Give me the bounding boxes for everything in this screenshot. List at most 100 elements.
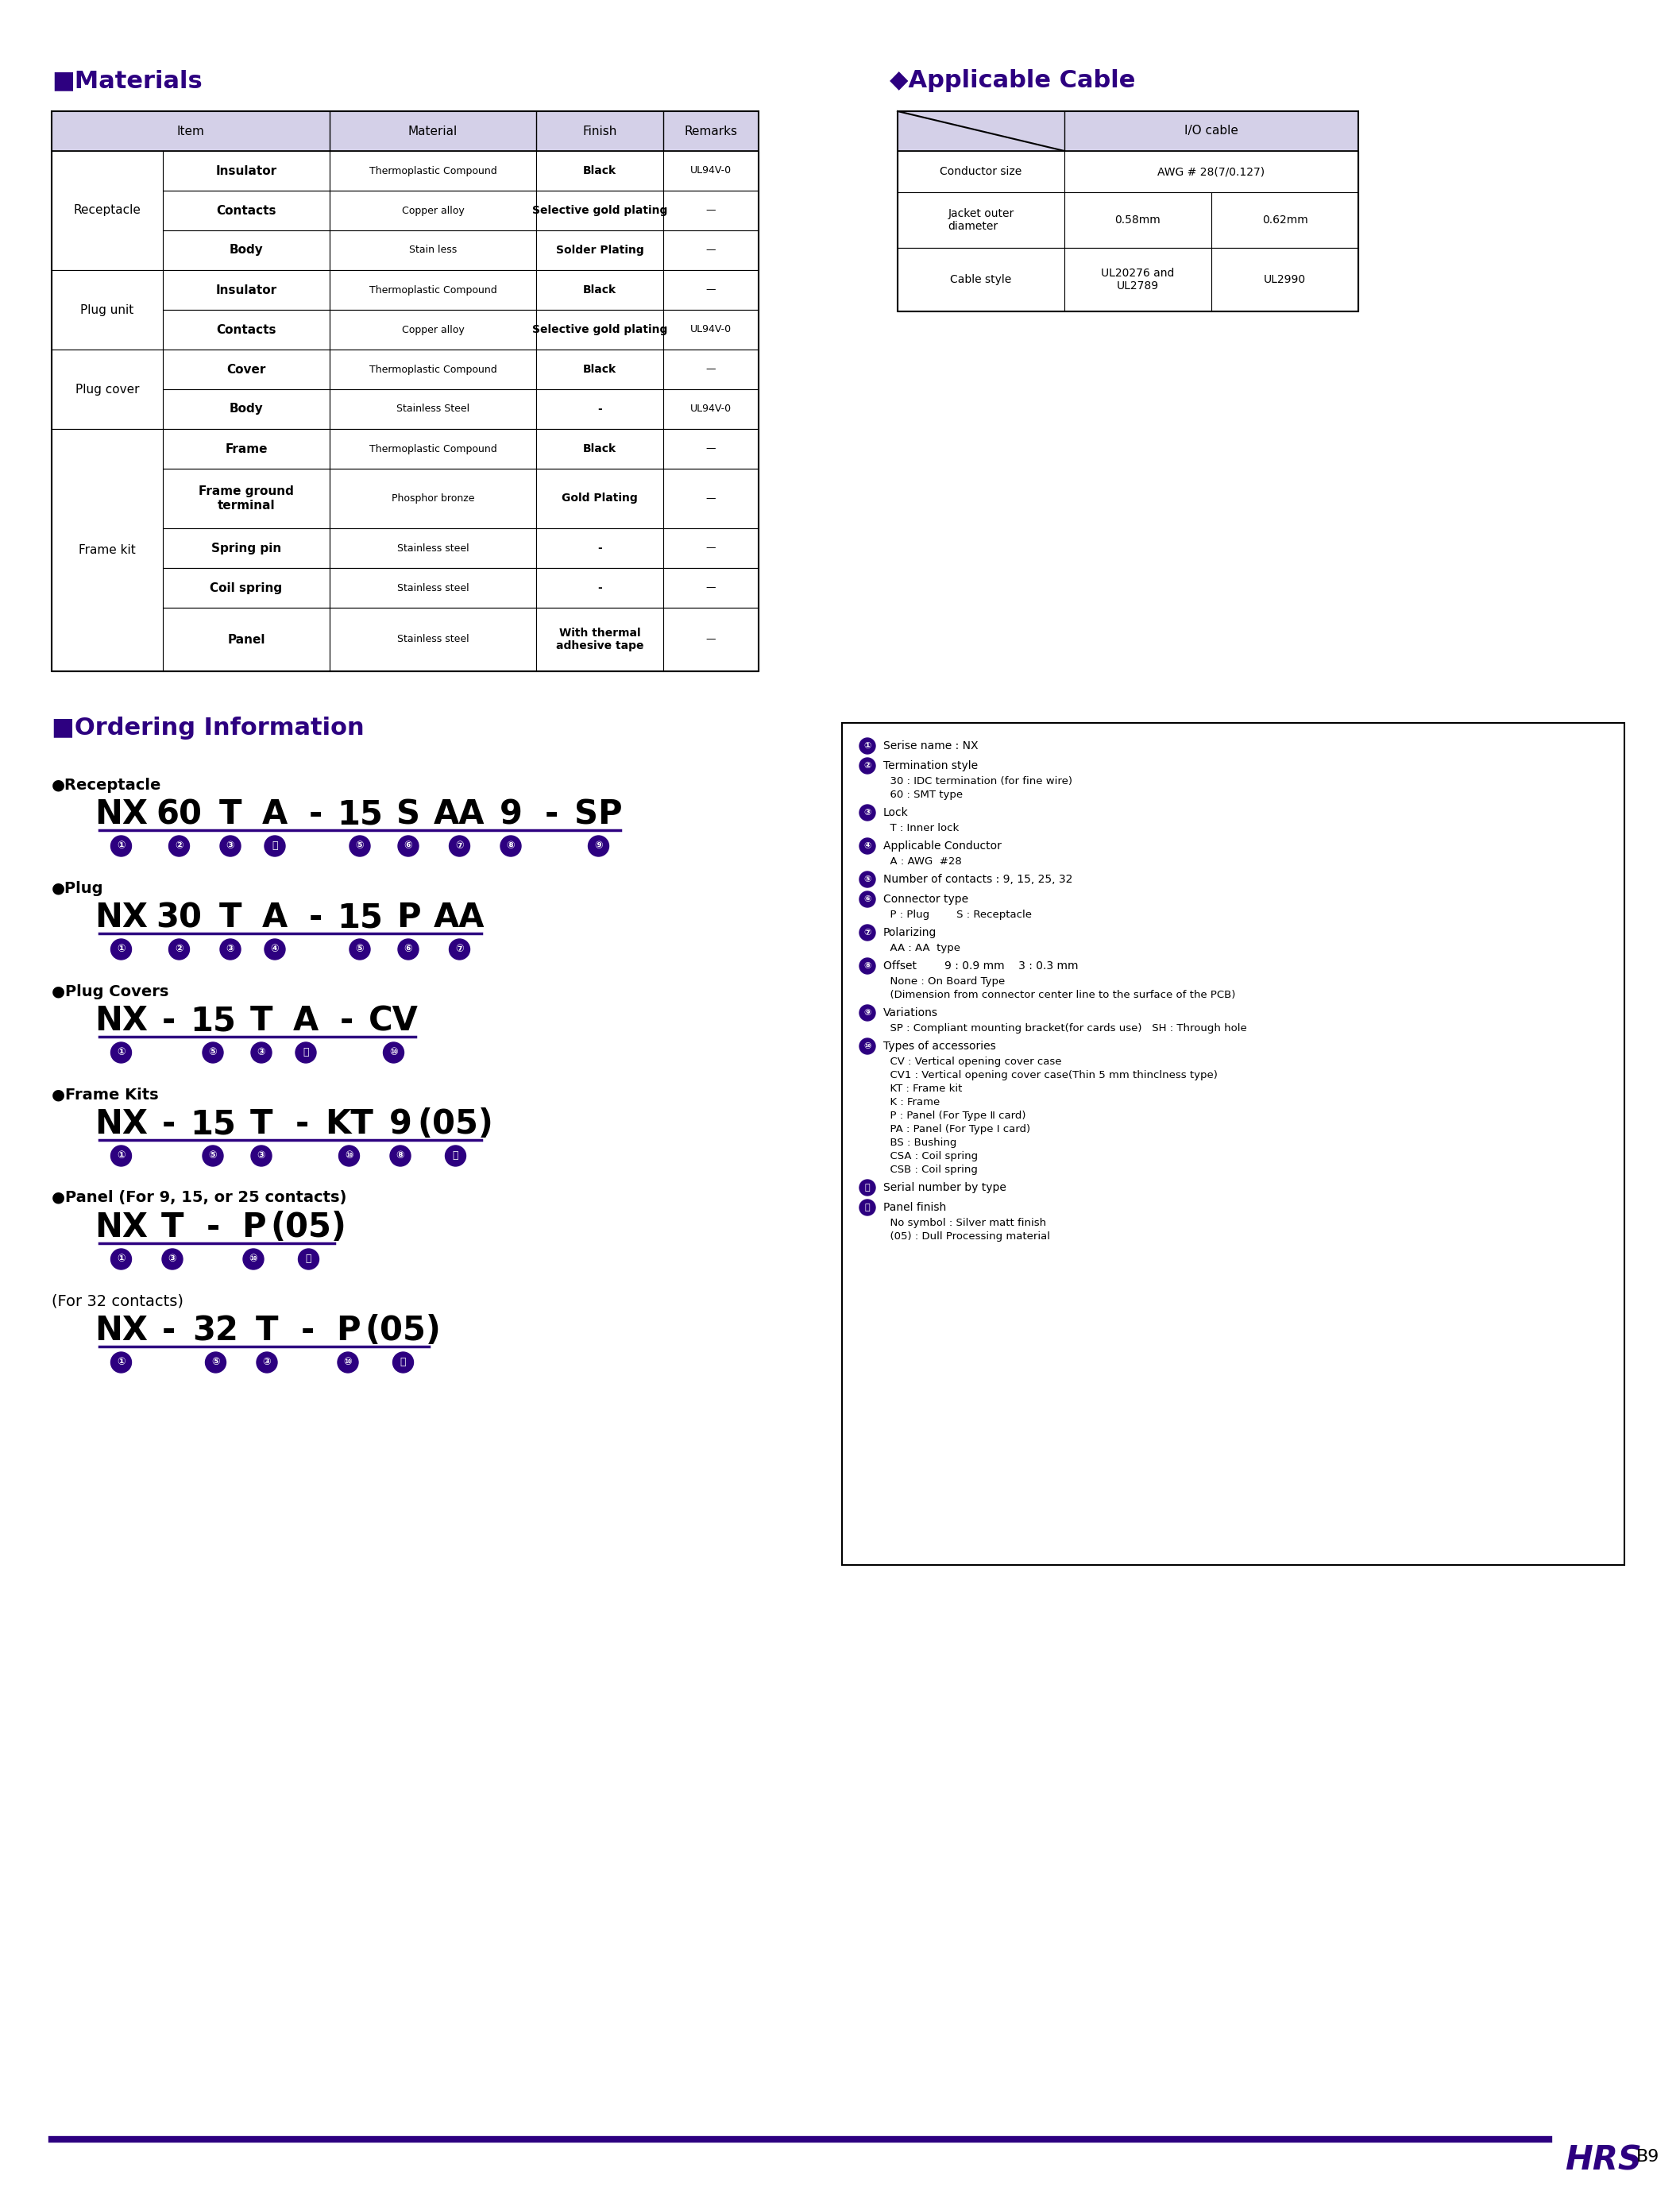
Text: Frame ground
terminal: Frame ground terminal bbox=[198, 486, 294, 512]
Text: —: — bbox=[706, 444, 716, 455]
Circle shape bbox=[393, 1352, 413, 1373]
Text: Receptacle: Receptacle bbox=[74, 206, 141, 217]
Circle shape bbox=[860, 737, 875, 755]
Circle shape bbox=[220, 835, 240, 857]
Bar bbox=[664, 569, 759, 608]
Circle shape bbox=[264, 835, 286, 857]
Text: Thermoplastic Compound: Thermoplastic Compound bbox=[370, 444, 497, 455]
Text: ●Panel (For 9, 15, or 25 contacts): ●Panel (For 9, 15, or 25 contacts) bbox=[52, 1190, 346, 1205]
Text: ■Ordering Information: ■Ordering Information bbox=[52, 717, 365, 739]
Circle shape bbox=[111, 938, 131, 960]
Text: ⑧: ⑧ bbox=[864, 962, 872, 971]
Circle shape bbox=[203, 1146, 223, 1166]
Text: (For 32 contacts): (For 32 contacts) bbox=[52, 1295, 183, 1308]
Text: Connector type: Connector type bbox=[884, 894, 968, 905]
Text: -: - bbox=[161, 1004, 175, 1037]
Text: —: — bbox=[706, 365, 716, 374]
Circle shape bbox=[296, 1043, 316, 1063]
Text: ⑪: ⑪ bbox=[302, 1048, 309, 1059]
Text: ③: ③ bbox=[168, 1253, 176, 1264]
Text: T: T bbox=[250, 1107, 272, 1142]
Text: ③: ③ bbox=[257, 1048, 265, 1059]
Text: ③: ③ bbox=[262, 1358, 270, 1367]
Text: KT : Frame kit: KT : Frame kit bbox=[884, 1083, 963, 1094]
Text: P : Panel (For Type Ⅱ card): P : Panel (For Type Ⅱ card) bbox=[884, 1111, 1026, 1122]
Text: UL94V-0: UL94V-0 bbox=[690, 405, 731, 413]
Text: SP : Compliant mounting bracket(for cards use)   SH : Through hole: SP : Compliant mounting bracket(for card… bbox=[884, 1024, 1247, 1034]
Text: Black: Black bbox=[583, 166, 617, 177]
Text: Remarks: Remarks bbox=[684, 125, 738, 138]
Text: Insulator: Insulator bbox=[215, 164, 277, 177]
Circle shape bbox=[383, 1043, 403, 1063]
Text: Selective gold plating: Selective gold plating bbox=[533, 324, 667, 335]
Text: -: - bbox=[309, 798, 323, 831]
Text: ⑩: ⑩ bbox=[390, 1048, 398, 1059]
Bar bbox=[163, 468, 329, 529]
Text: ⑦: ⑦ bbox=[864, 929, 872, 936]
Text: T : Inner lock: T : Inner lock bbox=[884, 822, 959, 833]
Circle shape bbox=[250, 1043, 272, 1063]
Text: AA : AA  type: AA : AA type bbox=[884, 943, 961, 954]
Text: Cable style: Cable style bbox=[951, 273, 1011, 284]
Text: I/O cable: I/O cable bbox=[1184, 125, 1238, 138]
Circle shape bbox=[168, 835, 190, 857]
Bar bbox=[163, 529, 329, 569]
Text: ●Receptacle: ●Receptacle bbox=[52, 776, 161, 792]
Bar bbox=[329, 230, 536, 271]
Text: Contacts: Contacts bbox=[217, 324, 276, 335]
Text: Phosphor bronze: Phosphor bronze bbox=[391, 494, 474, 503]
Text: —: — bbox=[706, 284, 716, 295]
Text: ③: ③ bbox=[227, 945, 235, 954]
Text: 32: 32 bbox=[193, 1314, 239, 1347]
Text: —: — bbox=[706, 245, 716, 256]
Bar bbox=[52, 271, 163, 350]
Text: T: T bbox=[161, 1212, 183, 1244]
Text: CV1 : Vertical opening cover case(Thin 5 mm thinclness type): CV1 : Vertical opening cover case(Thin 5… bbox=[884, 1069, 1218, 1080]
Text: (Dimension from connector center line to the surface of the PCB): (Dimension from connector center line to… bbox=[884, 991, 1235, 999]
Text: ⑫: ⑫ bbox=[400, 1358, 407, 1367]
Bar bbox=[536, 468, 664, 529]
Bar bbox=[536, 230, 664, 271]
Bar bbox=[163, 311, 329, 350]
Text: 30: 30 bbox=[156, 901, 202, 934]
Text: ⑥: ⑥ bbox=[405, 945, 413, 954]
Bar bbox=[1065, 192, 1211, 247]
Text: -: - bbox=[296, 1107, 309, 1142]
Text: -: - bbox=[161, 1107, 175, 1142]
Text: Cover: Cover bbox=[227, 363, 265, 376]
Bar bbox=[897, 112, 1359, 151]
Text: -: - bbox=[598, 542, 601, 553]
Bar bbox=[329, 389, 536, 429]
Text: NX: NX bbox=[94, 1212, 148, 1244]
Text: T: T bbox=[255, 1314, 279, 1347]
Text: Panel: Panel bbox=[227, 634, 265, 645]
Text: ①: ① bbox=[118, 840, 126, 851]
Text: P: P bbox=[336, 1314, 360, 1347]
Text: ①: ① bbox=[118, 1358, 126, 1367]
Circle shape bbox=[445, 1146, 465, 1166]
Circle shape bbox=[860, 958, 875, 973]
Text: CV : Vertical opening cover case: CV : Vertical opening cover case bbox=[884, 1056, 1062, 1067]
Text: Stainless steel: Stainless steel bbox=[396, 542, 469, 553]
Text: (05): (05) bbox=[365, 1314, 442, 1347]
Bar bbox=[664, 608, 759, 671]
Bar bbox=[664, 389, 759, 429]
Bar bbox=[163, 190, 329, 230]
Circle shape bbox=[299, 1249, 319, 1268]
Bar bbox=[329, 350, 536, 389]
Circle shape bbox=[349, 938, 370, 960]
Text: 0.58mm: 0.58mm bbox=[1116, 214, 1161, 225]
Text: NX: NX bbox=[94, 1314, 148, 1347]
Text: 15: 15 bbox=[338, 901, 383, 934]
Bar bbox=[536, 151, 664, 190]
Text: -: - bbox=[598, 405, 601, 416]
Text: Stainless steel: Stainless steel bbox=[396, 582, 469, 593]
Circle shape bbox=[250, 1146, 272, 1166]
Text: HRS: HRS bbox=[1564, 2143, 1641, 2176]
Bar bbox=[664, 311, 759, 350]
Circle shape bbox=[449, 835, 470, 857]
Text: Serise name : NX: Serise name : NX bbox=[884, 741, 978, 752]
Text: Black: Black bbox=[583, 284, 617, 295]
Bar bbox=[329, 271, 536, 311]
Circle shape bbox=[501, 835, 521, 857]
